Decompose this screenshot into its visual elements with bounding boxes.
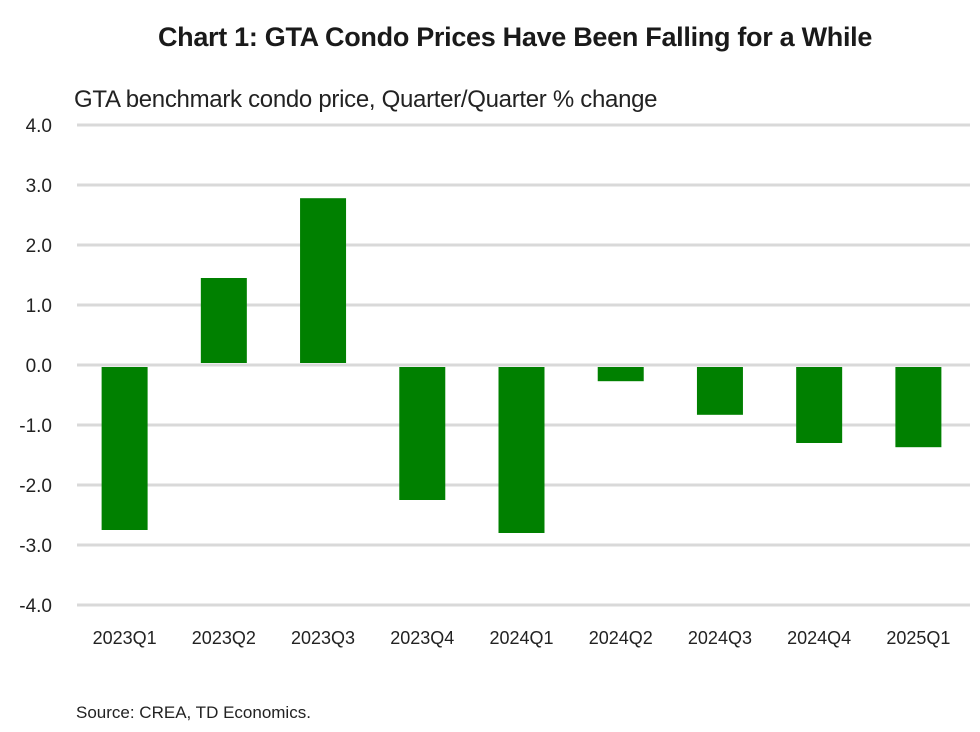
x-tick-label: 2023Q3	[291, 628, 355, 648]
bar-2024q2	[597, 367, 644, 382]
y-tick-label: -2.0	[19, 476, 52, 497]
bar-2024q4	[796, 367, 843, 443]
bars	[101, 198, 942, 533]
chart-subtitle: GTA benchmark condo price, Quarter/Quart…	[74, 86, 658, 113]
x-tick-label: 2023Q1	[93, 628, 157, 648]
y-tick-label: -4.0	[19, 596, 52, 617]
x-tick-label: 2024Q2	[589, 628, 653, 648]
source-note: Source: CREA, TD Economics.	[76, 703, 311, 722]
y-tick-label: -3.0	[19, 536, 52, 557]
bar-2024q1	[498, 367, 545, 533]
x-tick-label: 2025Q1	[886, 628, 950, 648]
chart-title: Chart 1: GTA Condo Prices Have Been Fall…	[157, 22, 873, 52]
bar-2023q4	[399, 367, 446, 500]
x-tick-label: 2024Q3	[688, 628, 752, 648]
x-axis-ticks: 2023Q1 2023Q2 2023Q3 2023Q4 2024Q1 2024Q2 2024…	[93, 628, 951, 648]
bar-2023q2	[200, 278, 247, 363]
y-tick-label: 0.0	[26, 356, 52, 377]
bar-2023q3	[300, 198, 347, 363]
x-tick-label: 2024Q4	[787, 628, 851, 648]
x-tick-label: 2024Q1	[489, 628, 553, 648]
bar-2023q1	[101, 367, 148, 530]
bar-2025q1	[895, 367, 942, 448]
x-tick-label: 2023Q2	[192, 628, 256, 648]
y-axis-ticks: 4.0 3.0 2.0 1.0 0.0 -1.0 -2.0 -3.0 -4.0	[19, 116, 52, 617]
y-tick-label: 1.0	[26, 296, 52, 317]
bar-2024q3	[696, 367, 743, 415]
x-tick-label: 2023Q4	[390, 628, 454, 648]
y-tick-label: 3.0	[26, 176, 52, 197]
y-tick-label: -1.0	[19, 416, 52, 437]
y-tick-label: 2.0	[26, 236, 52, 257]
y-tick-label: 4.0	[26, 116, 52, 137]
